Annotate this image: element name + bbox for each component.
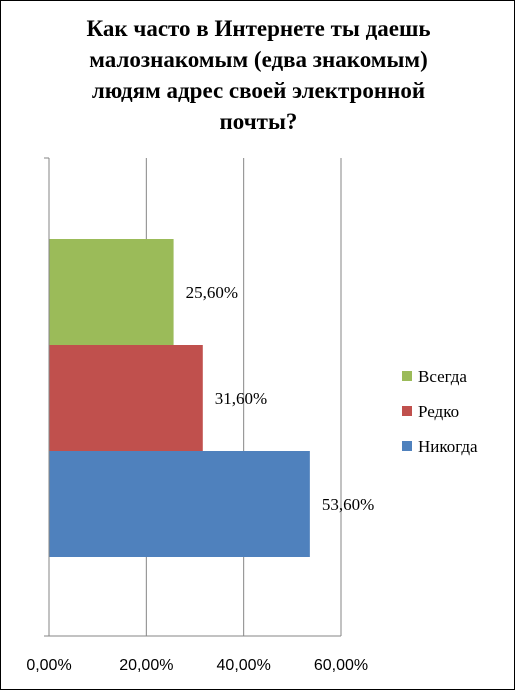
bar: [49, 451, 310, 557]
chart-title: Как часто в Интернете ты даешь малознако…: [31, 13, 486, 137]
chart-title-line: Как часто в Интернете ты даешь: [86, 16, 431, 41]
legend-item-never: Никогда: [402, 437, 478, 457]
bar: [49, 239, 174, 345]
data-label: 53,60%: [322, 495, 374, 514]
chart-title-line: людям адрес своей электронной: [91, 78, 426, 103]
legend-label: Никогда: [418, 437, 478, 456]
data-label: 31,60%: [215, 389, 267, 408]
bar: [49, 345, 203, 451]
legend-label: Всегда: [418, 367, 467, 386]
legend-swatch: [402, 441, 412, 451]
x-tick-label: 60,00%: [314, 657, 368, 674]
data-label: 25,60%: [186, 283, 238, 302]
chart-title-line: почты?: [219, 109, 298, 134]
x-tick-label: 0,00%: [26, 657, 71, 674]
legend-item-always: Всегда: [402, 367, 467, 387]
x-tick-label: 20,00%: [119, 657, 173, 674]
x-tick-label: 40,00%: [217, 657, 271, 674]
legend-item-rarely: Редко: [402, 402, 459, 422]
legend-label: Редко: [418, 402, 460, 421]
legend-swatch: [402, 371, 412, 381]
chart-title-line: малознакомым (едва знакомым): [89, 47, 428, 72]
legend-swatch: [402, 406, 412, 416]
